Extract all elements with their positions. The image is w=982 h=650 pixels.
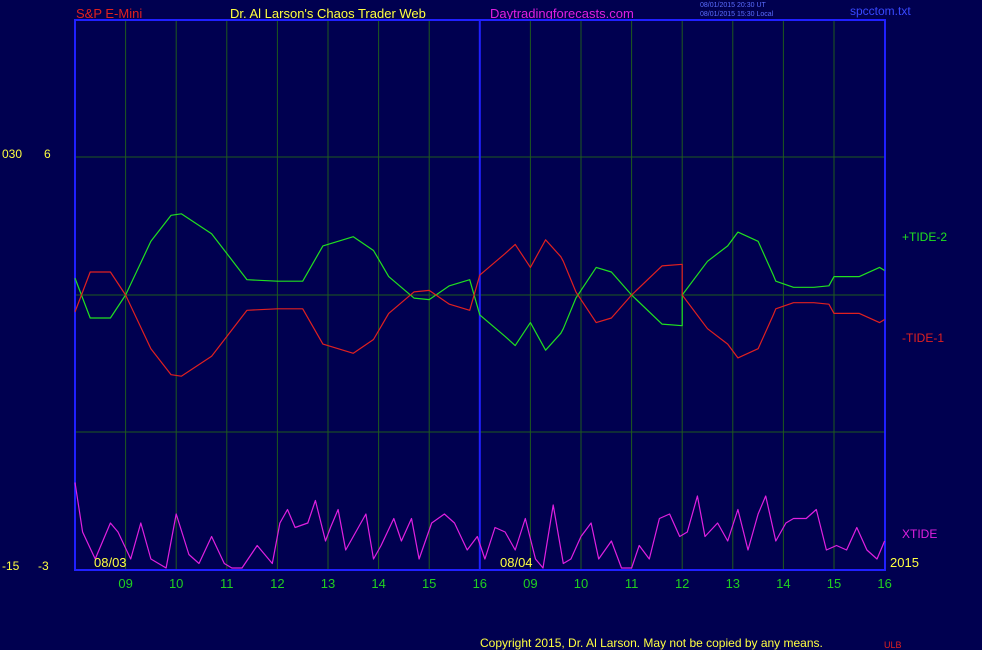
x-tick-label: 11 — [220, 576, 234, 591]
series-label-0: +TIDE-2 — [902, 230, 947, 244]
year-label: 2015 — [890, 555, 919, 570]
x-tick-label: 14 — [371, 576, 385, 591]
date-label: 08/03 — [94, 555, 127, 570]
series-line-1 — [74, 239, 885, 377]
x-tick-label: 14 — [776, 576, 790, 591]
y-label-bot-a: -15 — [2, 559, 20, 573]
x-tick-label: 13 — [321, 576, 335, 591]
date-label: 08/04 — [500, 555, 533, 570]
site-link[interactable]: Daytradingforecasts.com — [490, 6, 634, 21]
x-tick-label: 16 — [877, 576, 891, 591]
x-tick-label: 13 — [726, 576, 740, 591]
series-label-2: XTIDE — [902, 527, 937, 541]
series-line-2 — [74, 482, 886, 569]
y-label-bot-b: -3 — [38, 559, 49, 573]
x-tick-label: 15 — [827, 576, 841, 591]
x-tick-label: 09 — [523, 576, 537, 591]
chart-title: Dr. Al Larson's Chaos Trader Web — [230, 6, 426, 21]
x-tick-label: 15 — [422, 576, 436, 591]
x-tick-label: 10 — [574, 576, 588, 591]
x-tick-label: 16 — [473, 576, 487, 591]
y-label-top-a: 030 — [2, 147, 23, 161]
footer-mark: ULB — [884, 640, 902, 650]
x-tick-label: 12 — [270, 576, 284, 591]
footer-copyright: Copyright 2015, Dr. Al Larson. May not b… — [480, 636, 823, 650]
x-tick-label: 11 — [625, 576, 639, 591]
y-label-top-b: 6 — [44, 147, 51, 161]
file-name-label: spcctom.txt — [850, 4, 911, 18]
series-line-0 — [74, 213, 885, 351]
timestamp-ut: 08/01/2015 20:30 UT — [700, 2, 766, 9]
timestamp-local: 08/01/2015 15:30 Local — [700, 11, 774, 18]
x-tick-label: 10 — [169, 576, 183, 591]
x-tick-label: 09 — [118, 576, 132, 591]
x-tick-label: 12 — [675, 576, 689, 591]
symbol-label: S&P E-Mini — [76, 6, 143, 21]
series-label-1: -TIDE-1 — [902, 331, 944, 345]
